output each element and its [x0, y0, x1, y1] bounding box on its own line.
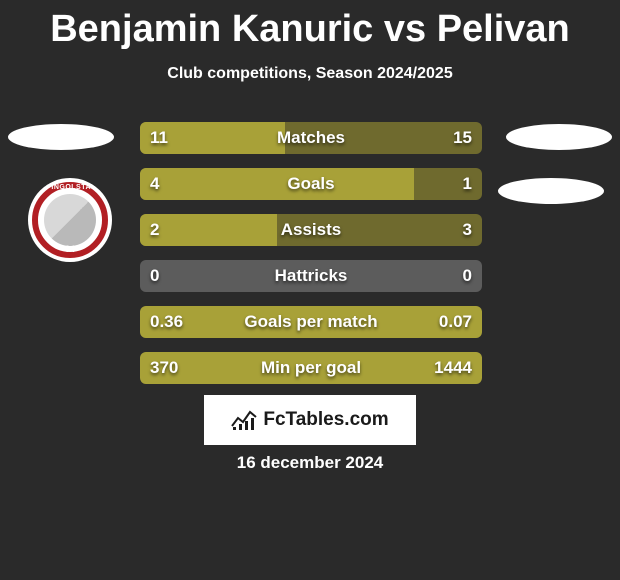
stat-row: 41Goals: [140, 168, 482, 200]
stat-row: 23Assists: [140, 214, 482, 246]
right-player-photo-placeholder-2: [498, 178, 604, 204]
badge-top-text: FC INGOLSTADT: [28, 184, 112, 191]
branding-text: FcTables.com: [263, 409, 388, 431]
stat-row: 00Hattricks: [140, 260, 482, 292]
stat-label: Assists: [140, 214, 482, 246]
badge-inner: [44, 194, 96, 246]
stat-row: 0.360.07Goals per match: [140, 306, 482, 338]
stat-row: 1115Matches: [140, 122, 482, 154]
snapshot-date: 16 december 2024: [0, 453, 620, 473]
stat-label: Matches: [140, 122, 482, 154]
badge-bottom-text: 04: [28, 244, 112, 254]
stat-label: Goals: [140, 168, 482, 200]
subtitle: Club competitions, Season 2024/2025: [0, 65, 620, 83]
branding-box: FcTables.com: [204, 395, 416, 445]
branding-logo-icon: [231, 409, 257, 431]
stat-label: Min per goal: [140, 352, 482, 384]
page-title: Benjamin Kanuric vs Pelivan: [0, 0, 620, 51]
left-player-photo-placeholder: [8, 124, 114, 150]
stat-label: Hattricks: [140, 260, 482, 292]
comparison-chart: 1115Matches 41Goals 23Assists 00Hattricks 0.…: [140, 122, 482, 398]
stat-label: Goals per match: [140, 306, 482, 338]
left-club-badge: FC INGOLSTADT 04: [28, 178, 112, 262]
stat-row: 3701444Min per goal: [140, 352, 482, 384]
right-player-photo-placeholder-1: [506, 124, 612, 150]
